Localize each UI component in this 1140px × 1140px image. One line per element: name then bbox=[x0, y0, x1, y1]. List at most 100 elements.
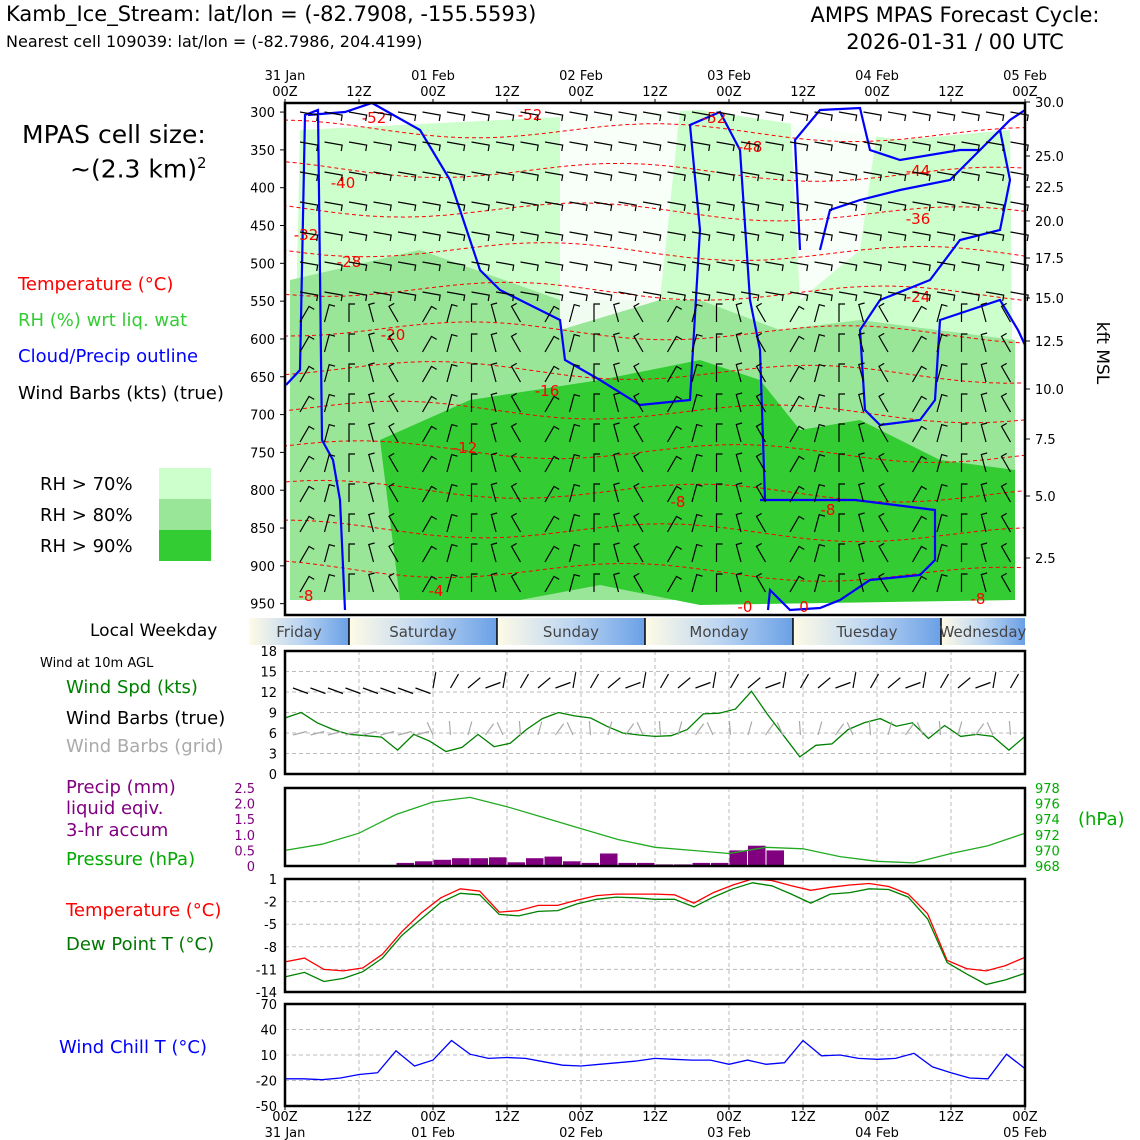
wind-barb bbox=[936, 171, 956, 182]
wind-barb bbox=[446, 201, 466, 212]
wind-panel-title: Wind at 10m AGL bbox=[40, 656, 154, 671]
surface-wind-barb-grid bbox=[938, 720, 942, 736]
surface-wind-barb-true bbox=[659, 673, 670, 689]
wind-barb bbox=[1000, 422, 1012, 443]
top-time-tick-label: 00Z bbox=[420, 85, 446, 100]
wind-barb bbox=[470, 363, 478, 382]
wind-barb bbox=[348, 543, 355, 562]
wind-barb bbox=[666, 545, 682, 563]
surface-wind-barb-grid bbox=[887, 721, 893, 736]
wind-barb bbox=[936, 513, 948, 533]
wind-barb bbox=[863, 291, 882, 302]
wind-barb bbox=[961, 141, 980, 152]
surface-wind-barb-true bbox=[502, 672, 507, 689]
surface-wind-barb-true bbox=[519, 673, 530, 689]
wind-barb bbox=[618, 201, 637, 212]
pressure-tick-label: 550 bbox=[250, 295, 275, 310]
wind-chill-tick-label: -50 bbox=[256, 1100, 277, 1115]
wind-barb bbox=[593, 201, 613, 212]
precip-bar bbox=[692, 862, 710, 866]
surface-wind-barb-grid bbox=[566, 721, 574, 736]
height-tick-label: 5.0 bbox=[1035, 490, 1056, 505]
wind-barb bbox=[960, 363, 968, 382]
wind-barb bbox=[568, 303, 581, 323]
wind-barb bbox=[863, 231, 882, 242]
temperature-tick-label: -2 bbox=[264, 896, 277, 911]
wind-barb bbox=[936, 453, 948, 473]
wind-barb bbox=[789, 261, 809, 272]
wind-barb bbox=[568, 363, 581, 383]
wind-barb bbox=[544, 111, 564, 122]
top-time-tick-label: 00Z bbox=[716, 85, 742, 100]
wind-barb bbox=[960, 303, 968, 322]
wind-barb bbox=[716, 111, 735, 122]
surface-wind-barb-true bbox=[362, 687, 379, 695]
wind-barb bbox=[838, 111, 858, 122]
wind-barb bbox=[1000, 362, 1012, 383]
wind-barb bbox=[490, 332, 498, 353]
wind-barb bbox=[490, 572, 498, 593]
wind-barb bbox=[593, 543, 600, 562]
temperature-tick-label: -5 bbox=[264, 918, 277, 933]
surface-wind-barb-grid bbox=[916, 721, 924, 736]
wind-barb bbox=[666, 335, 682, 353]
wind-barb bbox=[691, 201, 711, 212]
wind-barb bbox=[936, 291, 956, 302]
wind-barb bbox=[613, 392, 620, 413]
wind-barb bbox=[324, 141, 343, 152]
precip-bar bbox=[433, 859, 451, 866]
wind-barb bbox=[985, 261, 1005, 272]
surface-wind-barb-true bbox=[449, 673, 460, 689]
wind-barb bbox=[912, 231, 931, 242]
wind-barb bbox=[755, 572, 767, 593]
wind-barb bbox=[397, 141, 417, 152]
wind-barb bbox=[961, 111, 980, 122]
wind-barb bbox=[911, 305, 927, 323]
wind-barb bbox=[388, 452, 399, 473]
wind-barb bbox=[368, 422, 375, 443]
wind-barb bbox=[568, 393, 581, 413]
wind-barb bbox=[446, 303, 458, 323]
temp-contour-label: 0 bbox=[799, 598, 809, 616]
temp-contour-label: -4 bbox=[429, 582, 444, 600]
precip-bar bbox=[581, 862, 599, 866]
bottom-time-tick-label: 12Z bbox=[790, 1110, 816, 1125]
wind-barb bbox=[735, 482, 743, 503]
wind-barb bbox=[348, 393, 355, 412]
height-axis-title: kft MSL bbox=[1092, 322, 1112, 385]
wind-barb bbox=[510, 482, 522, 503]
wind-barb bbox=[912, 141, 931, 152]
wind-barb bbox=[887, 141, 907, 152]
precip-bar bbox=[600, 853, 618, 866]
height-tick-label: 7.5 bbox=[1035, 433, 1056, 448]
pressure-tick-label: 700 bbox=[250, 409, 275, 424]
weekday-label: Local Weekday bbox=[90, 621, 218, 641]
wind-barb bbox=[569, 201, 588, 212]
wind-barb bbox=[735, 542, 743, 563]
wind-barb bbox=[569, 291, 588, 302]
wind-barb bbox=[715, 513, 723, 532]
dewpoint-line bbox=[284, 882, 1026, 986]
wind-speed-tick-label: 3 bbox=[269, 748, 277, 763]
wind-barb bbox=[470, 543, 478, 562]
surface-wind-barb-grid bbox=[975, 723, 985, 736]
wind-barb bbox=[936, 423, 948, 443]
temp-contour-label: -32 bbox=[294, 226, 319, 244]
wind-barb bbox=[422, 111, 441, 122]
wind-barb bbox=[887, 171, 907, 182]
wind-barb bbox=[878, 422, 889, 443]
wind-barb bbox=[691, 111, 711, 122]
wind-barb bbox=[715, 483, 723, 502]
temp-contour bbox=[284, 519, 1026, 543]
surface-wind-barb-true bbox=[729, 673, 740, 689]
wind-barb bbox=[299, 485, 315, 503]
wind-barb bbox=[980, 422, 988, 443]
height-tick-label: 25.0 bbox=[1035, 150, 1064, 165]
wind-barb bbox=[838, 423, 845, 442]
wind-barb bbox=[691, 423, 703, 443]
wind-barb bbox=[911, 575, 927, 593]
wind-barb bbox=[446, 573, 458, 593]
wind-barb bbox=[740, 111, 760, 122]
precip-tick-label: 0 bbox=[247, 860, 255, 875]
wind-barb bbox=[633, 482, 644, 503]
